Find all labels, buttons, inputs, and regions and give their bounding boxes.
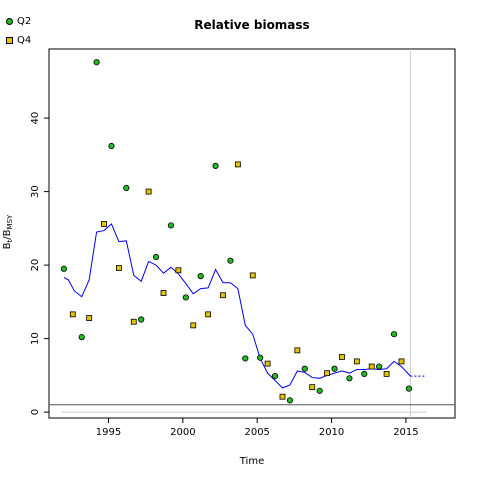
q2-point [405,385,412,392]
plot-frame [48,48,456,419]
x-tick-label: 2010 [319,427,344,438]
q2-point [93,59,100,66]
q2-point [346,375,353,382]
q4-point [115,265,122,271]
y-tick-label: 30 [30,185,41,198]
q4-point [339,354,345,360]
chart-title: Relative biomass [194,18,309,32]
q2-point [152,253,160,261]
legend-label-q4: Q4 [17,35,32,46]
q2-point [182,294,189,301]
q2-point [227,257,234,264]
q2-point [138,316,145,323]
x-axis-label: Time [239,456,264,467]
q4-point [190,322,197,329]
q2-point [376,363,383,370]
y-label-mid: /B [2,229,13,239]
x-tick-label: 2015 [393,427,418,438]
q2-point [167,222,175,229]
biomass-trajectory-line [63,223,411,389]
x-tick-label: 1995 [96,427,121,438]
y-label-sub-t: t [6,239,14,242]
legend-item-q2: Q2 [6,12,31,31]
q4-point [175,267,182,274]
q4-point [160,290,167,296]
x-tick-label: 2000 [170,427,195,438]
y-tick-label: 40 [30,112,41,125]
plot-area: 1995 2000 2005 2010 2015 0 10 20 30 40 [30,48,456,438]
y-tick-label: 0 [30,409,41,415]
x-tick-label: 2005 [244,427,269,438]
q2-point [390,331,398,338]
q4-point [69,311,76,318]
legend: Q2 Q4 [6,12,31,50]
q4-point [368,363,375,370]
q4-point [353,358,360,365]
q2-point [123,184,130,192]
legend-item-q4: Q4 [6,31,31,50]
q4-point [383,370,390,377]
q2-point [60,265,67,272]
y-label-sub-msy: MSY [6,214,14,229]
q4-point [279,393,286,400]
q2-point [242,355,249,362]
q4-point [145,188,152,195]
q4-point [220,292,226,299]
legend-marker-q2 [6,18,13,25]
q4-point [398,358,405,365]
y-label-b: B [2,242,13,249]
q2-point [271,373,279,380]
q4-point [234,161,241,168]
q2-point [212,162,219,169]
legend-label-q2: Q2 [17,16,32,27]
q2-point [257,354,264,361]
q4-point [264,360,271,367]
y-tick-label: 10 [30,332,41,345]
q2-point [361,370,368,377]
q4-point [324,370,331,377]
q2-point [108,142,115,150]
q4-point [130,318,137,325]
y-axis-label: Bt/BMSY [2,214,14,249]
q4-point [101,221,107,227]
q2-point [301,365,308,372]
q2-point [331,365,338,372]
q4-point [205,311,212,318]
q2-point [316,387,323,394]
q2-point [197,273,204,280]
legend-marker-q4 [6,37,13,44]
q2-point [78,334,85,341]
q4-point [249,272,256,279]
q4-point [294,347,301,354]
q4-point [309,384,316,391]
q4-point [86,315,93,321]
y-tick-label: 20 [30,259,41,272]
q2-point [286,397,294,404]
